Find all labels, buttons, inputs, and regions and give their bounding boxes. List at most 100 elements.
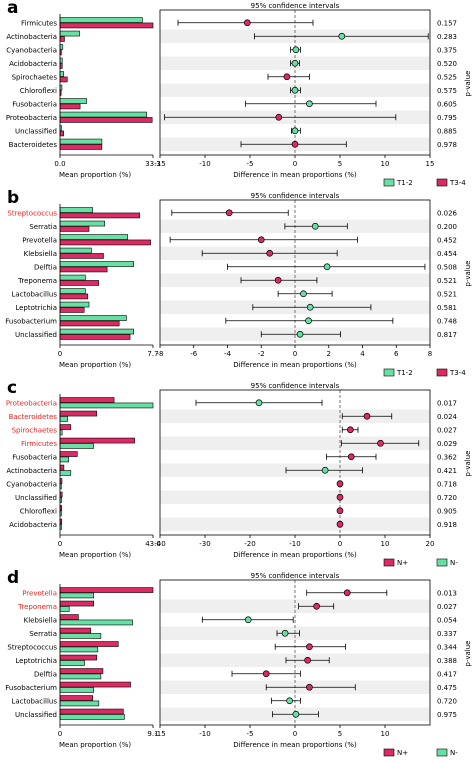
p-value: 0.817 (437, 331, 457, 339)
category-label: Acidobacteria (9, 521, 57, 529)
p-value: 0.027 (437, 426, 457, 434)
p-value: 0.795 (437, 114, 457, 122)
right-tick-label: -40 (154, 540, 165, 548)
category-label: Acidobacteria (9, 60, 57, 68)
bar-series1 (59, 207, 93, 213)
bar-series2 (59, 464, 65, 471)
difference-point (336, 480, 344, 488)
category-label: Serratia (29, 223, 57, 231)
data-row: Streptococcus 0.344 (7, 641, 458, 653)
legend-swatch (383, 558, 395, 567)
difference-point (343, 589, 351, 597)
p-value: 0.054 (437, 616, 458, 624)
p-value-axis-label: p-value (464, 641, 472, 667)
bar-series1 (59, 700, 100, 707)
bar-series2 (59, 695, 94, 701)
p-value: 0.521 (437, 290, 457, 298)
bar-series1 (59, 592, 95, 599)
p-value: 0.421 (437, 467, 457, 475)
row-band (160, 517, 430, 531)
category-label: Klebsiella (24, 250, 57, 258)
bar-series2 (59, 437, 135, 444)
data-row: Cyanobacteria 0.375 (6, 44, 457, 56)
data-row: Delftia 0.508 (34, 261, 457, 273)
legend-label: T3-4 (449, 179, 466, 187)
right-tick-label: 20 (426, 540, 435, 548)
p-value: 0.017 (437, 399, 457, 407)
p-value: 0.575 (437, 87, 457, 95)
bar-series2 (59, 614, 79, 620)
category-label: Chloroflexi (20, 507, 57, 515)
data-row: Proteobacteria 0.017 (6, 397, 457, 409)
data-row: Fusobacteria 0.362 (12, 451, 457, 463)
difference-point (306, 683, 313, 691)
data-row: Klebsiella 0.054 (24, 614, 458, 626)
category-label: Unclassified (15, 331, 57, 339)
left-tick-label: 0.0 (54, 160, 65, 168)
left-axis-label: Mean proportion (%) (59, 741, 131, 749)
panel-letter: a (7, 0, 18, 18)
p-value: 0.978 (437, 141, 457, 149)
difference-point (306, 100, 313, 108)
category-label: Proteobacteria (6, 114, 57, 122)
left-tick-label: 0 (58, 730, 62, 738)
difference-point (296, 330, 304, 338)
bar-series1 (59, 402, 154, 409)
p-value: 0.024 (437, 413, 458, 421)
right-tick-label: -10 (199, 160, 210, 168)
p-value: 0.720 (437, 494, 457, 502)
p-value: 0.520 (437, 60, 457, 68)
right-tick-label: -4 (224, 350, 232, 358)
data-row: Proteobacteria 0.795 (6, 111, 457, 123)
category-label: Chloroflexi (20, 87, 57, 95)
p-value: 0.521 (437, 277, 457, 285)
left-tick-label: 0 (58, 540, 62, 548)
difference-point (266, 249, 274, 257)
category-label: Treponema (17, 277, 57, 285)
difference-point (281, 629, 289, 637)
bar-series1 (59, 416, 68, 422)
right-tick-label: 10 (381, 540, 390, 548)
category-label: Unclassified (15, 127, 57, 135)
legend-swatch (383, 748, 395, 757)
difference-point (283, 73, 291, 81)
panel-letter: b (7, 188, 19, 208)
category-label: Cyanobacteria (6, 46, 57, 54)
category-label: Fusobacterium (5, 317, 57, 325)
category-label: Spirochaetes (12, 426, 58, 434)
left-axis-label: Mean proportion (%) (59, 171, 131, 179)
data-row: Fusobacterium 0.748 (5, 315, 457, 327)
difference-point (286, 697, 293, 705)
category-label: Prevotella (22, 589, 57, 597)
p-value: 0.283 (437, 33, 457, 41)
right-axis-label: Difference in mean proportions (%) (233, 551, 357, 559)
right-tick-label: 5 (338, 160, 342, 168)
bar-series2 (59, 334, 131, 340)
legend-label: N- (450, 559, 458, 567)
category-label: Cyanobacteria (6, 480, 57, 488)
legend-label: N- (450, 749, 458, 757)
bar-series2 (59, 424, 72, 430)
right-tick-label: -2 (258, 350, 265, 358)
difference-point (313, 602, 320, 610)
data-row: Prevotella 0.013 (22, 587, 457, 599)
legend-swatch (436, 368, 448, 377)
data-row: Chloroflexi 0.905 (20, 505, 457, 517)
category-label: Leptotrichia (15, 657, 57, 665)
right-tick-label: 10 (381, 160, 390, 168)
data-row: Streptococcus 0.026 (7, 207, 458, 219)
p-value: 0.475 (437, 684, 457, 692)
p-value: 0.454 (437, 250, 458, 258)
bar-series1 (59, 714, 125, 720)
difference-point (305, 317, 312, 325)
right-tick-label: -30 (199, 540, 210, 548)
category-label: Firmicutes (21, 440, 57, 448)
p-value: 0.027 (437, 603, 457, 611)
row-band (160, 436, 430, 450)
p-value: 0.417 (437, 670, 457, 678)
right-tick-label: -10 (289, 540, 300, 548)
data-row: Fusobacteria 0.605 (12, 98, 457, 110)
p-value: 0.720 (437, 697, 457, 705)
left-axis-label: Mean proportion (%) (59, 551, 131, 559)
difference-point (306, 303, 314, 311)
